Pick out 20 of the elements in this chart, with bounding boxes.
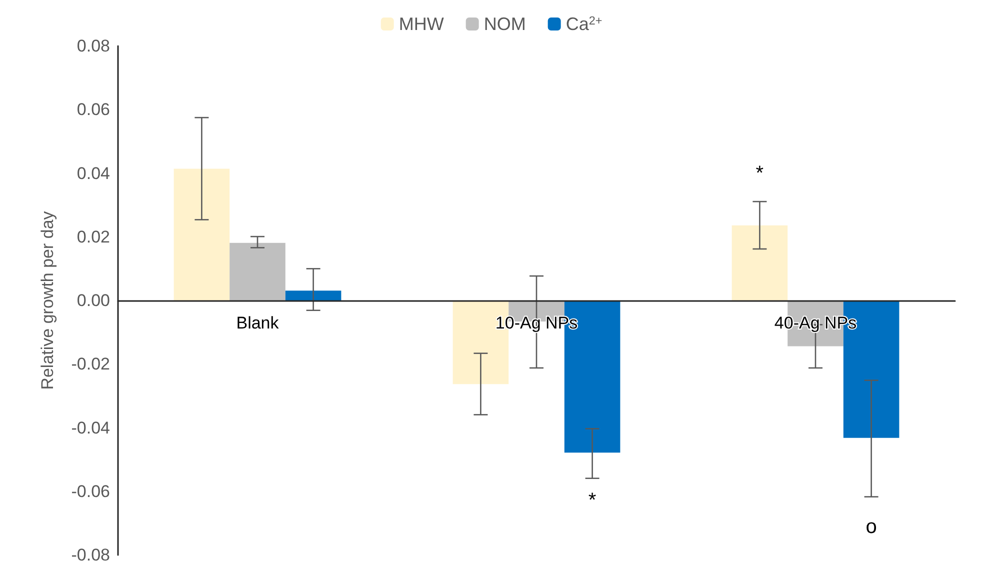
bar	[732, 225, 788, 300]
bar	[174, 168, 230, 300]
y-tick-label: -0.06	[71, 482, 110, 501]
x-tick-label: Blank	[236, 314, 280, 332]
y-tick-label: 0.08	[76, 36, 110, 56]
legend-label: MHW	[398, 14, 444, 34]
y-tick-label: -0.08	[71, 546, 110, 564]
y-tick-label: 0.00	[76, 291, 110, 310]
y-tick-label: 0.02	[76, 227, 110, 246]
bar	[285, 290, 342, 300]
legend-label: NOM	[484, 14, 526, 34]
y-tick-label: 0.06	[76, 100, 110, 120]
bar	[230, 242, 286, 300]
y-tick-label: -0.04	[71, 418, 110, 438]
annotation: o	[866, 516, 877, 538]
y-tick-label: -0.02	[71, 354, 110, 374]
y-axis-title: Relative growth per day	[38, 210, 57, 390]
y-tick-label: 0.04	[76, 164, 110, 183]
annotation: *	[588, 489, 596, 512]
annotation: *	[756, 162, 764, 185]
